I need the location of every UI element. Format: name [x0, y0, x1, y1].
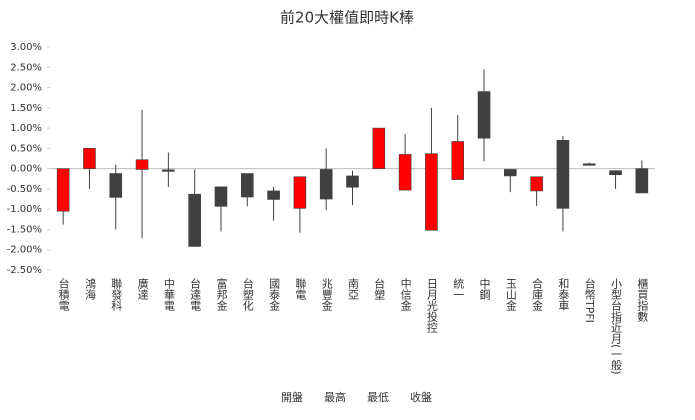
candle-body — [530, 176, 543, 192]
y-tick-label: -0.50% — [7, 184, 42, 195]
y-tick-label: 0.50% — [10, 143, 42, 154]
candle-body — [556, 139, 570, 209]
candle-body — [451, 141, 465, 180]
x-tick-label: 中鋼 — [478, 278, 491, 301]
x-tick-label: 和泰車 — [557, 278, 570, 312]
x-tick-label: 小型台指近月(一般) — [610, 278, 623, 375]
x-tick-label: 玉山金 — [504, 278, 517, 311]
y-tick-label: 2.00% — [10, 83, 42, 94]
candle-body — [425, 153, 438, 231]
candle-body — [135, 159, 149, 170]
candle-body — [109, 173, 123, 198]
x-tick-label: 台幣TPFI — [583, 277, 596, 323]
candle-body — [319, 169, 333, 200]
candle-body — [398, 154, 412, 191]
x-tick-label: 日月光投控 — [425, 278, 438, 333]
x-tick-label: 中信金 — [399, 278, 412, 311]
y-tick-label: -2.00% — [7, 245, 42, 256]
candle-body — [83, 148, 96, 169]
y-tick-label: 1.50% — [10, 103, 42, 114]
candle-body — [477, 91, 491, 139]
candle-body — [609, 170, 622, 176]
legend-label: 最低 — [367, 391, 389, 404]
legend-label: 開盤 — [281, 391, 303, 404]
x-tick-label: 台達電 — [189, 277, 202, 311]
x-tick-label: 聯電 — [294, 278, 307, 300]
x-tick-label: 統一 — [452, 277, 465, 300]
x-tick-label: 南亞 — [347, 278, 360, 300]
candle-body — [582, 163, 596, 166]
x-tick-label: 中華電 — [162, 278, 175, 311]
y-tick-label: 2.50% — [10, 62, 42, 73]
x-tick-label: 廣達 — [136, 277, 149, 300]
y-tick-label: 3.00% — [10, 42, 42, 53]
y-tick-label: -1.00% — [7, 204, 42, 215]
candle-body — [267, 190, 280, 200]
candle-body — [240, 173, 254, 198]
candle-body — [188, 193, 201, 247]
chart-title: 前20大權值即時K棒 — [280, 9, 414, 27]
y-tick-label: -2.50% — [7, 265, 42, 276]
x-tick-label: 國泰金 — [268, 278, 281, 311]
x-tick-label: 台積電 — [57, 277, 70, 311]
y-tick-label: 1.00% — [10, 123, 42, 134]
candle-body — [504, 169, 517, 177]
candle-body — [162, 169, 175, 172]
legend-label: 最高 — [324, 390, 346, 404]
x-tick-label: 台塑化 — [241, 277, 254, 312]
candle-body — [635, 168, 649, 194]
candle-body — [293, 176, 307, 209]
y-tick-label: 0.00% — [10, 164, 42, 175]
candle-body — [56, 168, 70, 212]
x-tick-label: 兆豐金 — [320, 278, 333, 311]
x-tick-label: 富邦金 — [215, 277, 228, 311]
candle-body — [346, 175, 359, 188]
legend-label: 收盤 — [410, 390, 432, 404]
x-tick-label: 合庫金 — [531, 277, 544, 311]
candle-body — [372, 127, 386, 169]
x-tick-label: 櫃買指數 — [636, 277, 649, 323]
x-tick-label: 聯發科 — [110, 278, 123, 311]
y-tick-label: -1.50% — [7, 224, 42, 235]
candle-body — [214, 186, 228, 207]
x-tick-label: 鴻海 — [83, 277, 96, 301]
x-tick-label: 台塑 — [373, 277, 386, 300]
